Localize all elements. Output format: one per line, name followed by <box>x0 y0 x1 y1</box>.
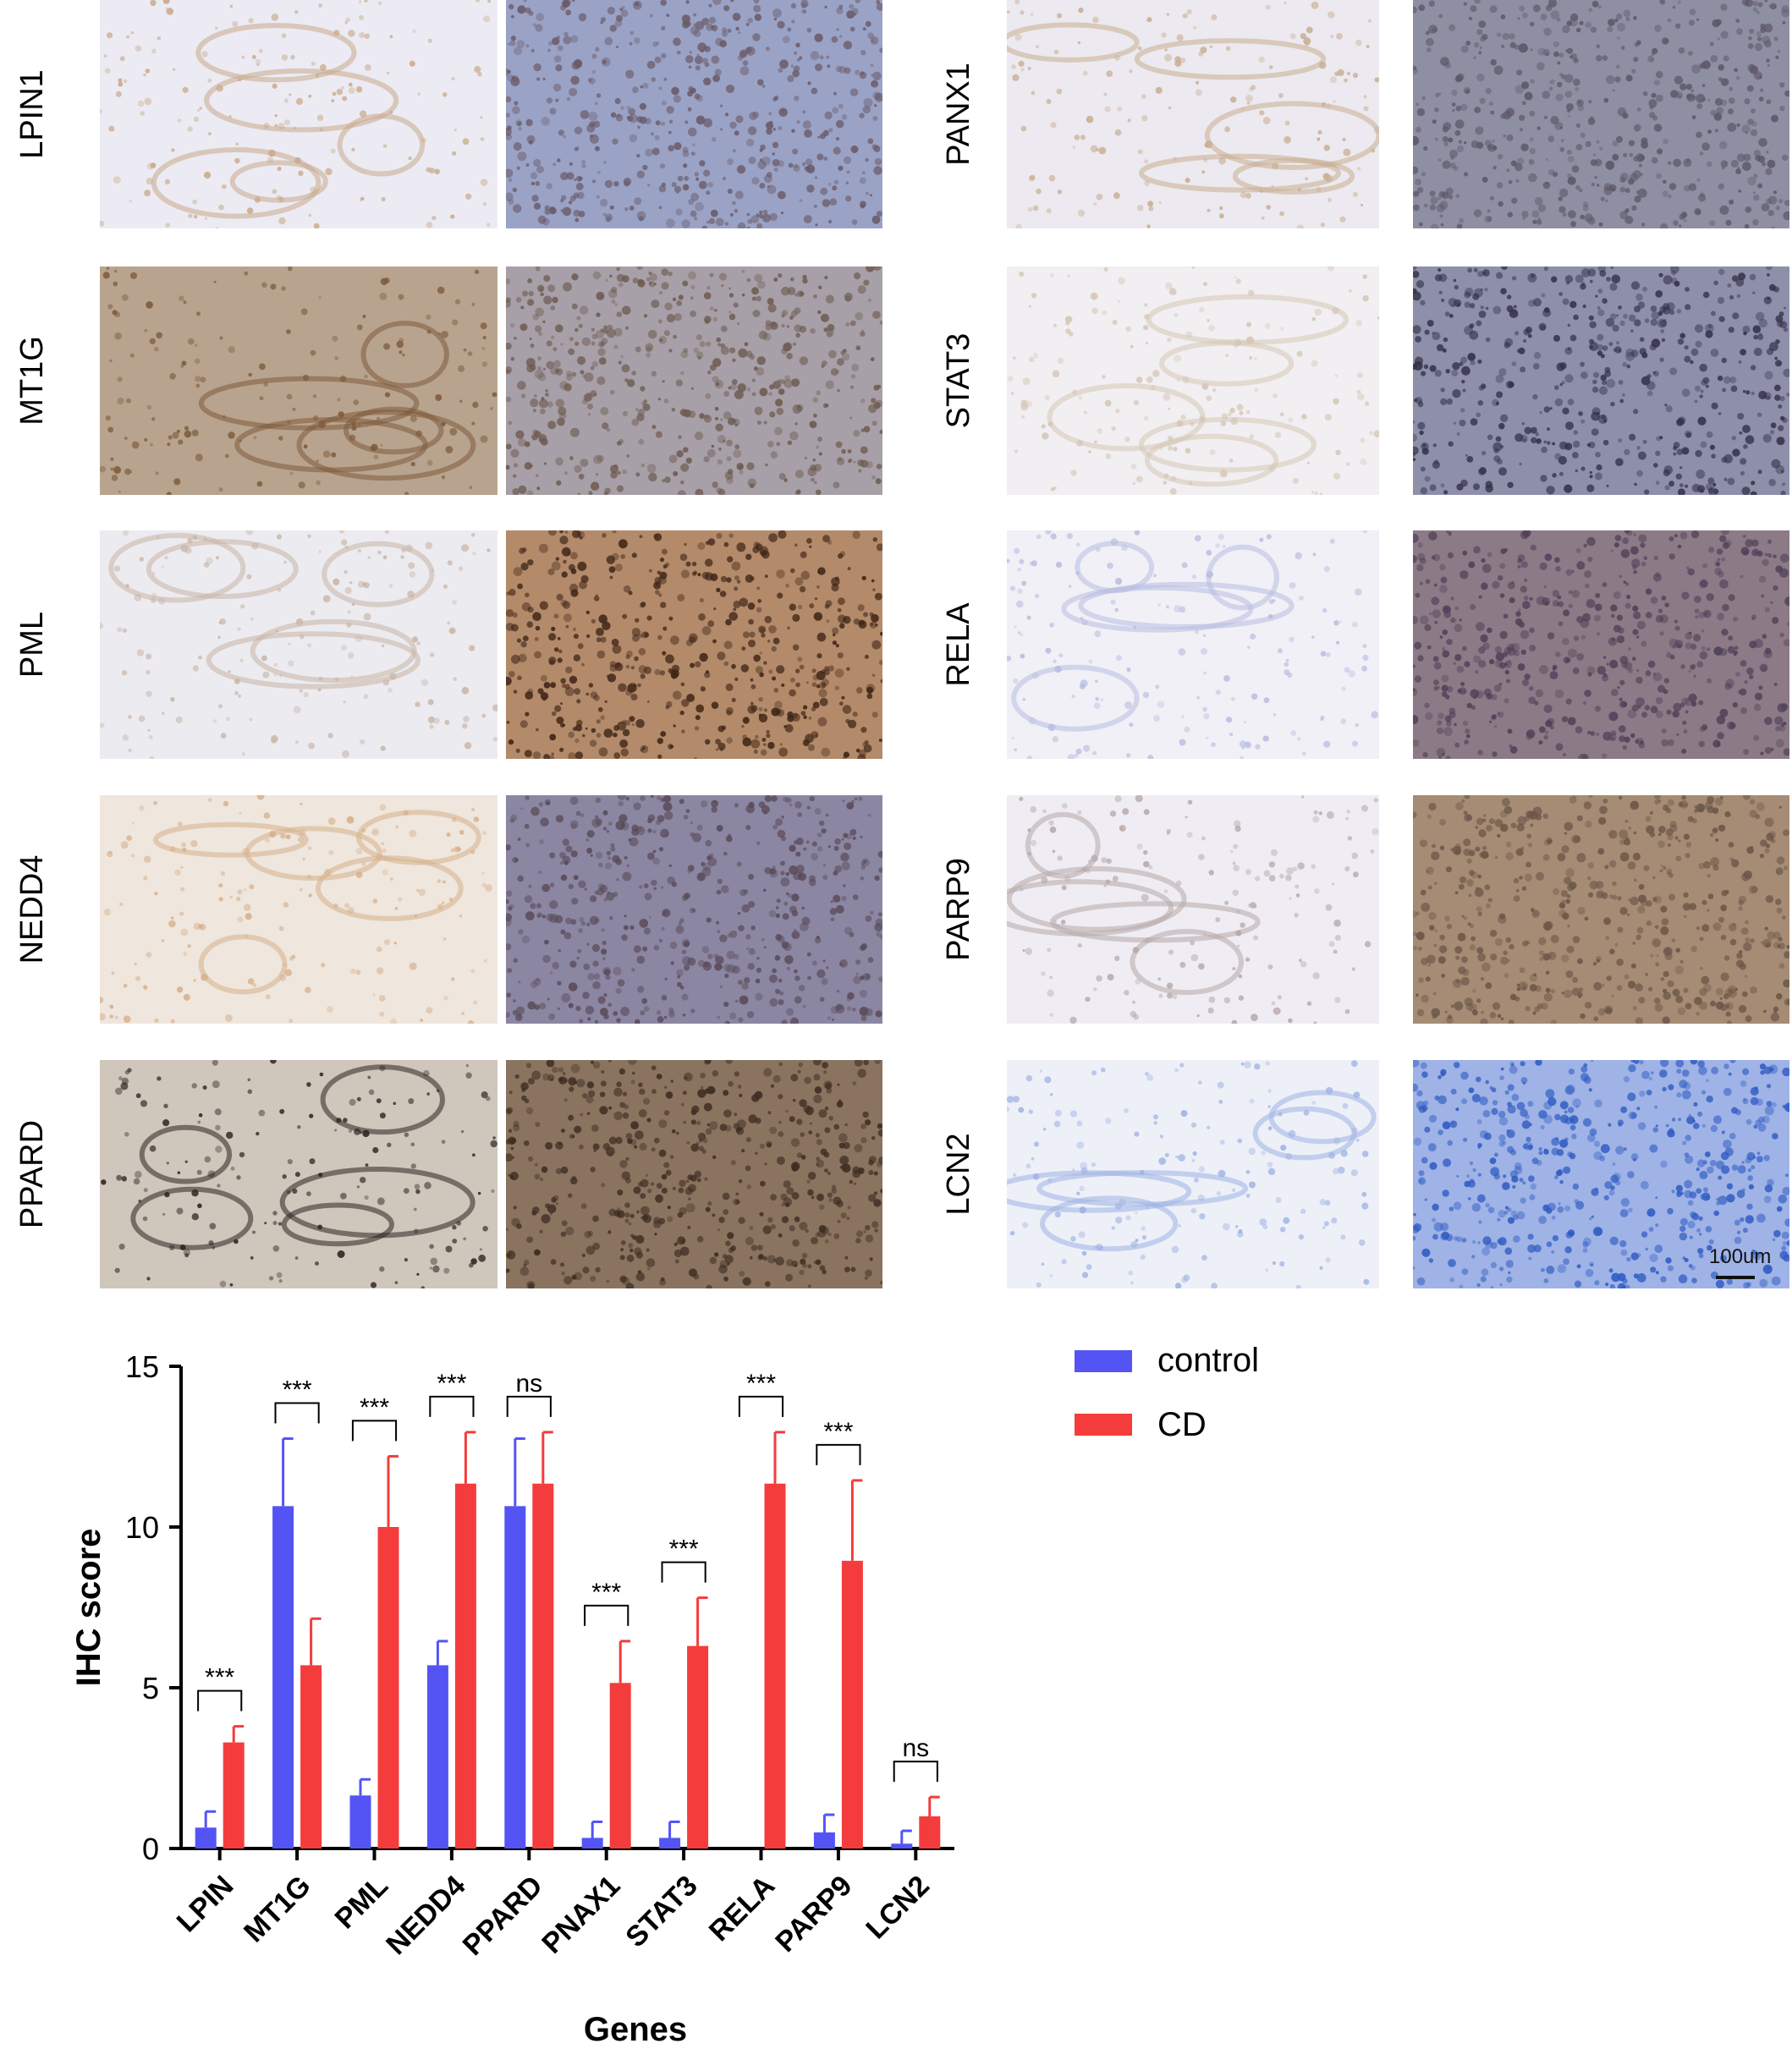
gene-row-label: STAT3 <box>941 332 976 429</box>
scale-bar-label: 100um <box>1709 1245 1772 1268</box>
legend-label-cd: CD <box>1157 1406 1207 1443</box>
bar-cd <box>609 1683 631 1848</box>
y-tick-label: 10 <box>125 1510 159 1545</box>
legend-label-control: control <box>1157 1342 1260 1379</box>
legend-swatch-cd <box>1075 1414 1132 1436</box>
bar-control <box>349 1795 371 1848</box>
bar-control <box>891 1843 913 1848</box>
cd-micrograph <box>506 0 882 228</box>
bar-cd <box>454 1483 476 1848</box>
control-micrograph <box>100 795 497 1024</box>
gene-row-label: LCN2 <box>941 1133 976 1216</box>
control-micrograph <box>1007 530 1379 759</box>
cd-micrograph <box>1413 795 1789 1024</box>
gene-row-label: RELA <box>941 602 976 687</box>
control-micrograph <box>100 0 497 228</box>
significance-bracket <box>351 1420 398 1442</box>
y-tick-label: 15 <box>125 1349 159 1384</box>
significance-label: *** <box>205 1664 234 1692</box>
bar-control <box>426 1665 448 1848</box>
significance-label: *** <box>360 1393 389 1421</box>
gene-row-label: PPARD <box>14 1119 50 1229</box>
significance-label: *** <box>746 1370 776 1398</box>
control-micrograph <box>1007 795 1379 1024</box>
y-tick-label: 5 <box>142 1671 159 1706</box>
x-tick-label: NEDD4 <box>380 1870 471 1961</box>
cd-micrograph <box>1413 530 1789 759</box>
cd-micrograph <box>1413 266 1789 495</box>
significance-bracket <box>584 1604 629 1626</box>
significance-bracket <box>506 1395 552 1417</box>
control-micrograph <box>100 1060 497 1288</box>
bar-control <box>195 1827 217 1848</box>
bar-control <box>581 1838 603 1848</box>
significance-label: *** <box>591 1579 621 1607</box>
significance-label: ns <box>902 1734 929 1762</box>
cd-micrograph <box>506 1060 882 1288</box>
cd-micrograph <box>1413 1060 1789 1288</box>
bar-control <box>659 1838 681 1848</box>
significance-bracket <box>738 1395 784 1417</box>
bar-control <box>504 1506 526 1848</box>
bar-cd <box>764 1483 786 1848</box>
bar-cd <box>532 1483 554 1848</box>
x-tick-label: STAT3 <box>619 1870 703 1953</box>
scale-bar <box>1716 1276 1755 1279</box>
y-tick-label: 0 <box>142 1832 159 1866</box>
cd-micrograph <box>1413 0 1789 228</box>
legend-swatch-control <box>1075 1350 1132 1372</box>
control-micrograph <box>1007 1060 1379 1288</box>
cd-micrograph <box>506 530 882 759</box>
bar-control <box>813 1832 835 1848</box>
x-tick-label: PPARD <box>457 1870 549 1962</box>
significance-label: *** <box>437 1370 466 1398</box>
ihc-score-bar-chart: 0 5 10 15 IHC score LPIN *** MT1G *** PML *** NEDD4… <box>70 1349 954 2048</box>
control-micrograph <box>100 530 497 759</box>
y-axis-label: IHC score <box>70 1529 107 1687</box>
x-axis-label: Genes <box>584 2011 687 2048</box>
control-micrograph <box>1007 0 1379 228</box>
significance-bracket <box>816 1443 861 1465</box>
control-micrograph <box>100 266 497 495</box>
x-tick-label: PML <box>329 1870 395 1936</box>
significance-label: *** <box>283 1376 312 1404</box>
significance-bracket <box>661 1561 706 1583</box>
x-tick-label: MT1G <box>238 1870 317 1949</box>
significance-bracket <box>893 1761 938 1783</box>
bar-control <box>272 1506 294 1848</box>
significance-bracket <box>274 1402 320 1424</box>
bar-cd <box>223 1742 245 1848</box>
significance-bracket <box>429 1395 475 1417</box>
bar-cd <box>300 1665 322 1848</box>
significance-label: ns <box>515 1370 542 1398</box>
bar-cd <box>377 1527 399 1848</box>
gene-row-label: MT1G <box>14 336 50 426</box>
cd-micrograph <box>506 795 882 1024</box>
significance-label: *** <box>823 1418 853 1446</box>
bar-cd <box>919 1816 941 1848</box>
significance-bracket <box>197 1689 243 1711</box>
gene-row-label: PML <box>14 611 50 678</box>
x-tick-label: PNAX1 <box>536 1870 626 1960</box>
control-micrograph <box>1007 266 1379 495</box>
x-tick-label: LPIN <box>171 1870 240 1939</box>
gene-row-label: LPIN1 <box>14 69 50 159</box>
cd-micrograph <box>506 266 882 495</box>
gene-row-label: PANX1 <box>941 63 976 166</box>
significance-label: *** <box>669 1535 699 1563</box>
x-tick-label: LCN2 <box>860 1870 936 1946</box>
bar-cd <box>841 1560 863 1848</box>
gene-row-label: PARP9 <box>941 858 976 961</box>
bar-cd <box>687 1645 709 1848</box>
gene-row-label: NEDD4 <box>14 854 50 964</box>
x-tick-label: PARP9 <box>769 1870 858 1958</box>
